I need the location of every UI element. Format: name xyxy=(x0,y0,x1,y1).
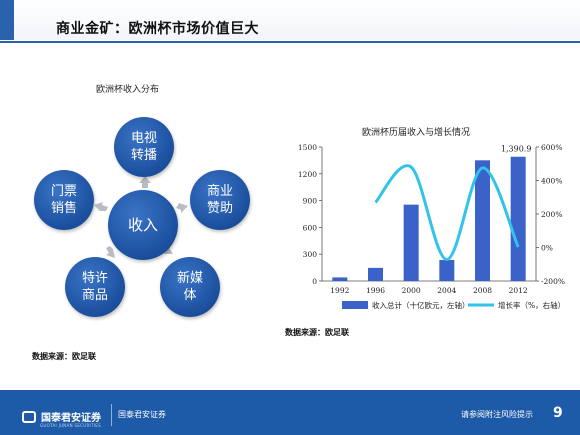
bar-1996 xyxy=(368,267,383,281)
node-newmedia-line2: 体 xyxy=(183,288,197,303)
arrow-lower-left-icon xyxy=(106,246,115,258)
y-right-tick-label: 600% xyxy=(541,143,562,152)
header-accent-bar xyxy=(0,0,14,40)
bar-1992 xyxy=(332,277,348,281)
cycle-center-label: 收入 xyxy=(127,215,158,234)
logo-mark-icon xyxy=(22,410,36,423)
y-left-tick-label: 0 xyxy=(312,277,317,286)
bar-2000 xyxy=(403,204,419,281)
node-license-line1: 特许 xyxy=(81,271,108,286)
node-newmedia-line1: 新媒 xyxy=(176,271,203,286)
cycle-node-license: 特许 商品 xyxy=(65,257,125,317)
node-ticket-line1: 门票 xyxy=(50,184,77,199)
node-tv-line1: 电视 xyxy=(130,131,157,146)
node-sponsor-line2: 赞助 xyxy=(206,201,233,216)
header-band xyxy=(14,0,580,40)
arrow-top-icon xyxy=(139,176,151,188)
y-left-tick-label: 900 xyxy=(303,197,318,206)
node-sponsor-line1: 商业 xyxy=(206,184,233,199)
node-ticket-line2: 销售 xyxy=(50,201,77,216)
cycle-title: 欧洲杯收入分布 xyxy=(96,85,160,95)
slide-title: 商业金矿：欧洲杯市场价值巨大 xyxy=(56,21,259,37)
x-tick-label: 2000 xyxy=(402,286,421,295)
header-underline xyxy=(0,41,580,43)
footer-divider xyxy=(111,404,112,426)
page-number: 9 xyxy=(553,405,563,421)
x-tick-label: 2012 xyxy=(509,286,528,295)
legend-bar-label: 收入总计（十亿欧元，左轴） xyxy=(372,300,470,310)
revenue-growth-chart: 0 300 600 900 1200 1500 -200% 0% 200% 400% 600% 199… xyxy=(298,143,565,310)
slide-header: 商业金矿：欧洲杯市场价值巨大 xyxy=(0,0,580,43)
y-left-tick-label: 300 xyxy=(303,250,318,259)
y-left-tick-label: 1200 xyxy=(298,170,317,179)
bar-2008 xyxy=(475,160,490,281)
footer-logo-subtitle: GUOTAI JUNAN SECURITIES xyxy=(40,423,101,428)
y-left-tick-label: 1500 xyxy=(298,143,317,152)
chart-source: 数据来源：欧足联 xyxy=(285,328,349,337)
bar-2012 xyxy=(510,156,526,281)
cycle-node-ticket: 门票 销售 xyxy=(34,170,94,230)
legend-line-label: 增长率（%，右轴） xyxy=(498,300,565,310)
footer-logo: 国泰君安证券 xyxy=(22,409,101,424)
cycle-node-newmedia: 新媒体 xyxy=(160,257,220,317)
cycle-arrows xyxy=(94,176,188,258)
y-right-tick-label: 0% xyxy=(541,244,553,253)
y-right-tick-label: -200% xyxy=(541,277,565,286)
y-right-tick-label: 400% xyxy=(541,177,562,186)
footer-risk-note: 请参阅附注风险提示 xyxy=(461,410,533,419)
node-tv-line2: 转播 xyxy=(130,148,157,163)
y-left-tick-label: 600 xyxy=(303,223,318,232)
growth-line xyxy=(374,164,520,262)
cycle-source: 数据来源：欧足联 xyxy=(32,352,96,361)
x-tick-label: 2008 xyxy=(473,286,492,295)
x-tick-label: 2004 xyxy=(437,286,456,295)
cycle-center: 收入 xyxy=(108,190,178,260)
x-tick-label: 1992 xyxy=(330,286,349,295)
arrow-left-icon xyxy=(94,202,108,211)
arrow-right-icon xyxy=(176,203,188,213)
chart-title: 欧洲杯历届收入与增长情况 xyxy=(362,128,471,138)
footer-brand: 国泰君安证券 xyxy=(118,410,166,419)
cycle-node-sponsor: 商业 赞助 xyxy=(190,170,250,230)
legend-bar-swatch xyxy=(342,301,368,309)
bar-data-label: 1,390.9 xyxy=(501,145,532,154)
bar-2004 xyxy=(439,260,455,281)
node-license-line2: 商品 xyxy=(81,288,108,303)
x-tick-label: 1996 xyxy=(366,286,385,295)
footer-logo-text: 国泰君安证券 xyxy=(41,413,101,424)
slide-footer: 国泰君安证券 GUOTAI JUNAN SECURITIES 国泰君安证券 请参… xyxy=(0,390,580,435)
y-right-tick-label: 200% xyxy=(541,210,562,219)
cycle-node-tv: 电视 转播 xyxy=(114,117,174,177)
